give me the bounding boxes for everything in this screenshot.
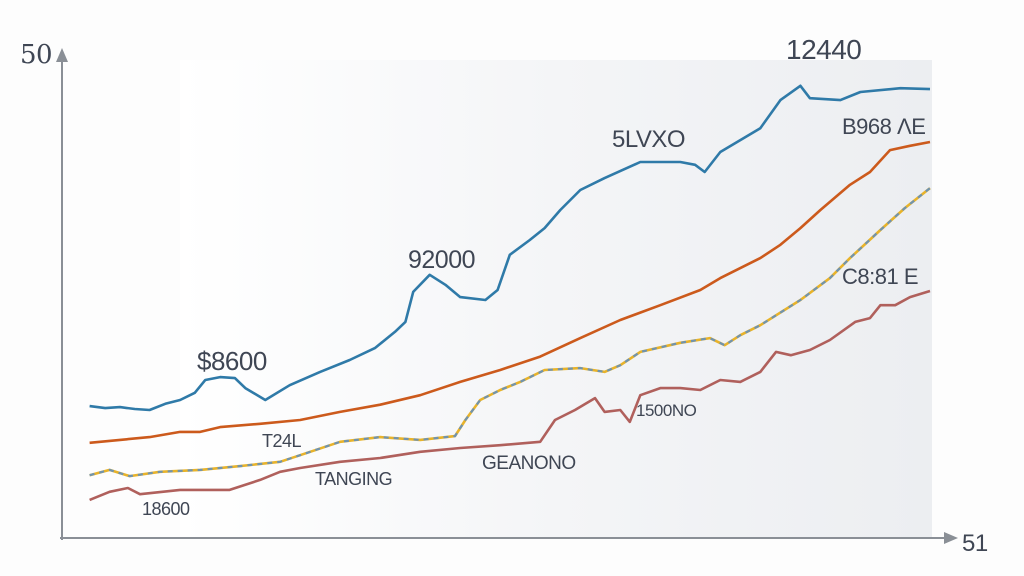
annotation-yellow-end: C8:81 E — [842, 264, 919, 289]
y-axis-arrow — [56, 48, 68, 62]
x-axis-end-label: 51 — [962, 530, 988, 557]
annotation-yellow-start: T24L — [262, 431, 302, 451]
x-axis-arrow — [944, 532, 958, 544]
annotation-blue-start: $8600 — [197, 346, 267, 376]
series-line-orange — [89, 140, 931, 445]
annotation-peak: 12440 — [786, 34, 862, 65]
annotation-lower-mid: TANGING — [315, 469, 393, 489]
annotation-blue-low: 92000 — [408, 246, 476, 274]
series-line-red — [89, 289, 931, 502]
annotation-red-start: 18600 — [142, 499, 190, 519]
annotation-orange-end: B968 ΛE — [842, 114, 926, 139]
annotation-blue-mid: 5LVXO — [612, 126, 686, 153]
series-line-yellow-dash — [89, 187, 931, 478]
annotation-red-mid: 1500NO — [636, 401, 697, 420]
series-line-blue — [89, 84, 931, 412]
plot-shading — [180, 60, 932, 538]
y-axis-label: 50 — [20, 40, 53, 70]
annotation-red-low: GEANONO — [482, 453, 576, 474]
